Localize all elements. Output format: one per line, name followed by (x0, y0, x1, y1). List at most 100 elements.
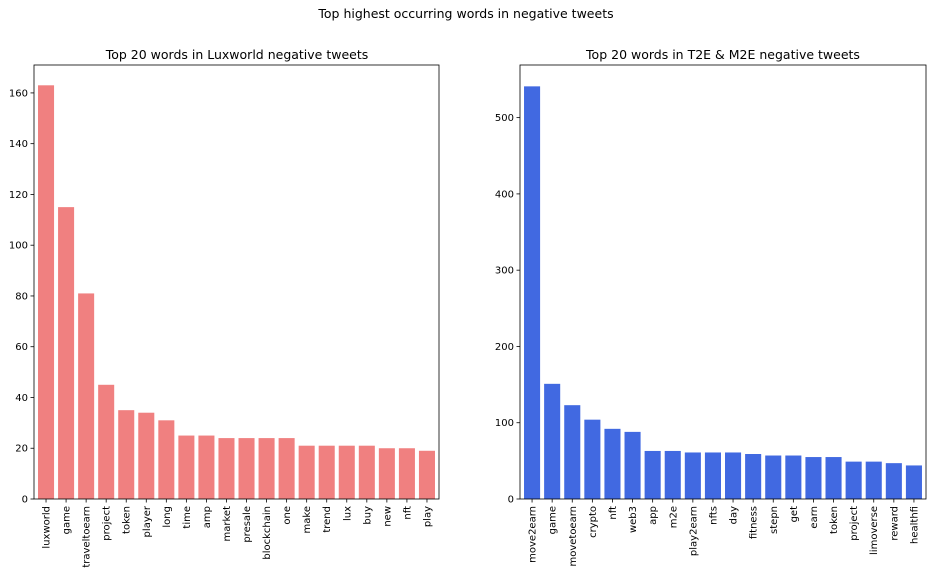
chart-luxworld-bar-traveltoearn (78, 293, 95, 499)
chart-t2e-m2e-x-tick-label: reward (889, 506, 900, 541)
chart-t2e-m2e-x-axis: move2earn game movetoearn crypto nft web3 app m… (528, 499, 920, 567)
chart-t2e-m2e-bar-play2earn (684, 452, 701, 499)
chart-luxworld-bar-presale (238, 438, 255, 499)
chart-luxworld-y-tick-label: 40 (15, 393, 28, 404)
chart-t2e-m2e-x-tick-label: web3 (628, 506, 639, 533)
chart-luxworld-bar-lux (338, 445, 355, 499)
chart-luxworld-bar-blockchain (258, 438, 275, 499)
chart-luxworld-y-tick-label: 0 (22, 495, 28, 506)
chart-luxworld-y-tick-label: 20 (15, 444, 28, 455)
chart-t2e-m2e-x-tick-label: get (789, 506, 800, 523)
chart-luxworld-x-axis: luxworld game traveltoearn project token play… (42, 499, 433, 568)
chart-luxworld-x-tick-label: presale (242, 506, 253, 543)
chart-t2e-m2e-bar-project (845, 461, 862, 499)
chart-t2e-m2e-bars (524, 86, 922, 500)
chart-t2e-m2e-bar-reward (885, 463, 902, 499)
chart-t2e-m2e-x-tick-label: fitness (749, 506, 760, 539)
chart-luxworld-x-tick-label: token (122, 506, 133, 534)
chart-luxworld-y-tick-label: 160 (9, 88, 28, 99)
chart-luxworld-x-tick-label: play (422, 506, 433, 527)
chart-t2e-m2e-x-tick-label: crypto (588, 506, 599, 538)
chart-t2e-m2e-x-tick-label: movetoearn (568, 506, 579, 567)
chart-luxworld-x-tick-label: one (282, 506, 293, 525)
chart-t2e-m2e-y-tick-label: 500 (495, 113, 514, 124)
chart-luxworld: Top 20 words in Luxworld negative tweets… (9, 47, 440, 568)
chart-luxworld-x-tick-label: lux (342, 506, 353, 521)
chart-t2e-m2e-bar-limoverse (865, 461, 882, 499)
chart-t2e-m2e-x-tick-label: stepn (769, 506, 780, 534)
chart-t2e-m2e-x-tick-label: play2earn (688, 506, 699, 556)
chart-luxworld-x-tick-label: time (182, 506, 193, 529)
chart-luxworld-bar-new (378, 448, 395, 499)
chart-luxworld-x-tick-label: nft (402, 506, 413, 520)
chart-t2e-m2e-y-tick-label: 400 (495, 189, 514, 200)
chart-luxworld-x-tick-label: trend (322, 506, 333, 533)
chart-t2e-m2e-x-tick-label: limoverse (869, 506, 880, 555)
chart-t2e-m2e-bar-m2e (664, 450, 681, 499)
chart-t2e-m2e-bar-get (785, 455, 802, 499)
chart-t2e-m2e-x-tick-label: healthfi (909, 506, 920, 544)
chart-luxworld-x-tick-label: luxworld (42, 506, 53, 549)
chart-luxworld-y-tick-label: 100 (9, 241, 28, 252)
chart-luxworld-y-axis: 0 20 40 60 80 100 120 140 160 (9, 88, 34, 506)
chart-luxworld-x-tick-label: new (382, 506, 393, 527)
chart-t2e-m2e-x-tick-label: app (648, 506, 659, 525)
chart-t2e-m2e-bar-move2earn (524, 86, 541, 500)
chart-luxworld-bar-nft (398, 448, 415, 499)
chart-t2e-m2e-bar-fitness (745, 454, 762, 499)
chart-t2e-m2e-x-tick-label: move2earn (528, 506, 539, 563)
chart-luxworld-bar-market (218, 438, 235, 499)
chart-luxworld-bar-project (98, 384, 115, 499)
chart-t2e-m2e-x-tick-label: game (548, 506, 559, 534)
chart-luxworld-bar-trend (318, 445, 335, 499)
chart-luxworld-bar-player (138, 412, 155, 499)
chart-luxworld-title: Top 20 words in Luxworld negative tweets (105, 47, 369, 62)
chart-t2e-m2e-y-axis: 0 100 200 300 400 500 (495, 113, 520, 506)
chart-luxworld-bar-make (298, 445, 315, 499)
chart-luxworld-bar-buy (358, 445, 375, 499)
chart-t2e-m2e-title: Top 20 words in T2E & M2E negative tweet… (585, 47, 860, 62)
chart-t2e-m2e-y-tick-label: 300 (495, 266, 514, 277)
chart-luxworld-frame (33, 64, 440, 500)
chart-t2e-m2e-bar-token (825, 457, 842, 499)
chart-t2e-m2e-x-tick-label: earn (809, 506, 820, 529)
chart-luxworld-bar-game (58, 207, 75, 499)
chart-t2e-m2e-x-tick-label: day (729, 506, 740, 524)
chart-t2e-m2e-x-tick-label: m2e (668, 506, 679, 528)
chart-t2e-m2e-y-tick-label: 0 (508, 495, 514, 506)
chart-luxworld-bars (38, 85, 435, 500)
chart-t2e-m2e-y-tick-label: 100 (495, 418, 514, 429)
chart-t2e-m2e-bar-game (544, 383, 561, 499)
chart-t2e-m2e-bar-movetoearn (564, 405, 581, 499)
chart-t2e-m2e-bar-web3 (624, 431, 641, 499)
chart-luxworld-x-tick-label: make (302, 506, 313, 533)
chart-luxworld-x-tick-label: project (102, 506, 113, 541)
chart-luxworld-bar-token (118, 410, 135, 499)
chart-t2e-m2e-bar-healthfi (905, 465, 922, 499)
chart-t2e-m2e-x-tick-label: project (849, 506, 860, 541)
chart-t2e-m2e-bar-app (644, 450, 661, 499)
chart-luxworld-x-tick-label: game (62, 506, 73, 534)
chart-luxworld-bar-luxworld (38, 85, 55, 500)
chart-t2e-m2e-frame (519, 64, 927, 500)
chart-t2e-m2e-bar-stepn (765, 455, 782, 499)
chart-luxworld-y-tick-label: 140 (9, 139, 28, 150)
chart-luxworld-y-tick-label: 120 (9, 190, 28, 201)
chart-luxworld-x-tick-label: blockchain (262, 506, 273, 560)
chart-luxworld-x-tick-label: market (222, 506, 233, 542)
chart-luxworld-bar-one (278, 438, 295, 499)
chart-t2e-m2e-x-tick-label: nfts (708, 506, 719, 525)
figure-suptitle: Top highest occurring words in negative … (317, 6, 613, 21)
chart-t2e-m2e-bar-nft (604, 428, 621, 499)
chart-t2e-m2e-x-tick-label: token (829, 506, 840, 534)
chart-luxworld-x-tick-label: buy (362, 506, 373, 525)
chart-luxworld-bar-long (158, 420, 175, 499)
chart-luxworld-x-tick-label: long (162, 506, 173, 528)
chart-t2e-m2e-x-tick-label: nft (608, 506, 619, 520)
chart-t2e-m2e-bar-nfts (704, 452, 721, 499)
chart-luxworld-bar-time (178, 435, 195, 499)
chart-t2e-m2e-y-tick-label: 200 (495, 342, 514, 353)
chart-luxworld-y-tick-label: 60 (15, 342, 28, 353)
chart-luxworld-x-tick-label: player (142, 505, 153, 537)
